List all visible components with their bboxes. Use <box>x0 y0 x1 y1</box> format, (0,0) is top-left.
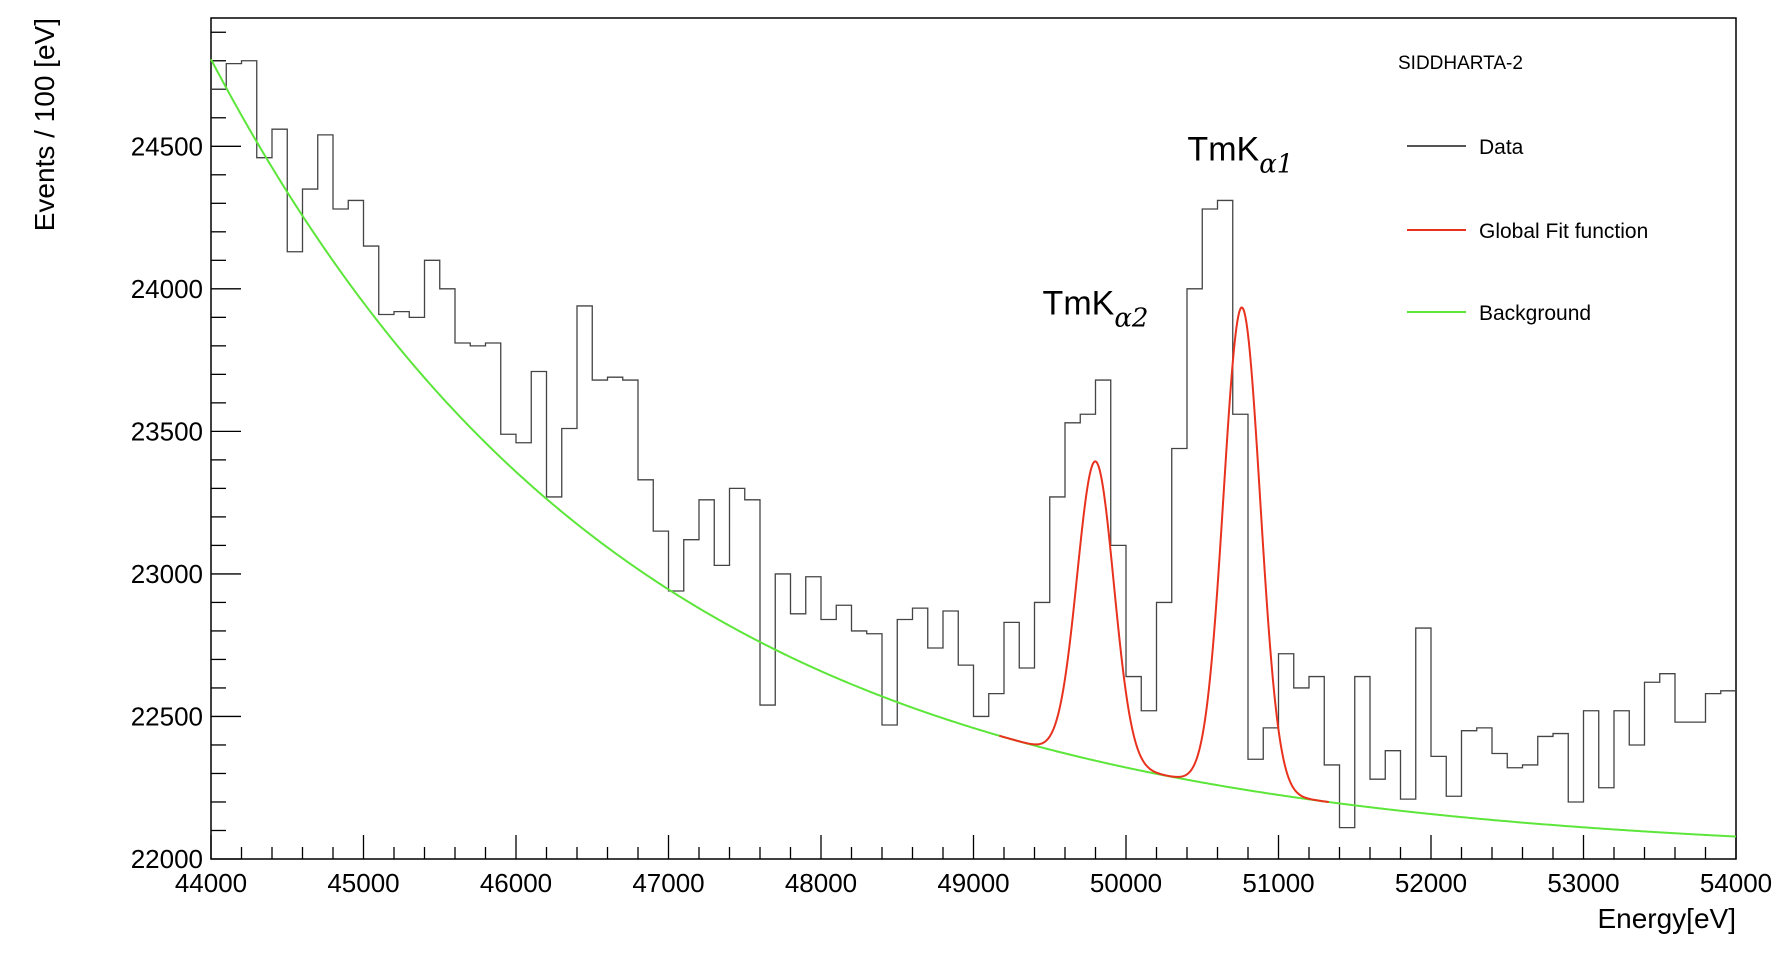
y-tick-label: 24500 <box>131 131 203 161</box>
y-axis-ticks <box>211 31 241 860</box>
y-tick-label: 24000 <box>131 274 203 304</box>
peak-label: TmKα1 <box>1187 131 1293 180</box>
x-axis-tick-labels: 44000 45000 46000 47000 48000 49000 50000 51000… <box>175 868 1772 898</box>
y-axis-tick-labels: 22000 22500 23000 23500 24000 24500 <box>131 131 203 874</box>
data-histogram <box>211 60 1736 829</box>
x-tick-label: 54000 <box>1700 868 1772 898</box>
y-tick-label: 22500 <box>131 701 203 731</box>
x-axis-title: Energy[eV] <box>1597 903 1736 934</box>
x-tick-label: 50000 <box>1090 868 1162 898</box>
legend-label: Background <box>1479 302 1591 325</box>
legend-label: Global Fit function <box>1479 220 1648 243</box>
x-tick-label: 53000 <box>1547 868 1619 898</box>
x-axis-ticks <box>210 835 1737 859</box>
peak-label: TmKα2 <box>1043 284 1149 333</box>
x-tick-label: 52000 <box>1395 868 1467 898</box>
x-tick-label: 51000 <box>1242 868 1314 898</box>
legend-title: SIDDHARTA-2 <box>1398 53 1523 74</box>
y-tick-label: 23000 <box>131 559 203 589</box>
x-tick-label: 48000 <box>785 868 857 898</box>
legend: Data Global Fit function Background <box>1407 136 1648 325</box>
y-axis-title: Events / 100 [eV] <box>29 18 60 231</box>
global-fit-curve <box>999 306 1329 804</box>
x-tick-label: 47000 <box>632 868 704 898</box>
x-tick-label: 45000 <box>327 868 399 898</box>
y-tick-label: 23500 <box>131 416 203 446</box>
legend-label: Data <box>1479 136 1524 159</box>
x-tick-label: 46000 <box>480 868 552 898</box>
y-tick-label: 22000 <box>131 844 203 874</box>
peak-annotations: TmKα2 TmKα1 <box>1043 131 1294 334</box>
x-tick-label: 49000 <box>937 868 1009 898</box>
x-tick-label: 44000 <box>175 868 247 898</box>
background-curve <box>210 58 1737 838</box>
